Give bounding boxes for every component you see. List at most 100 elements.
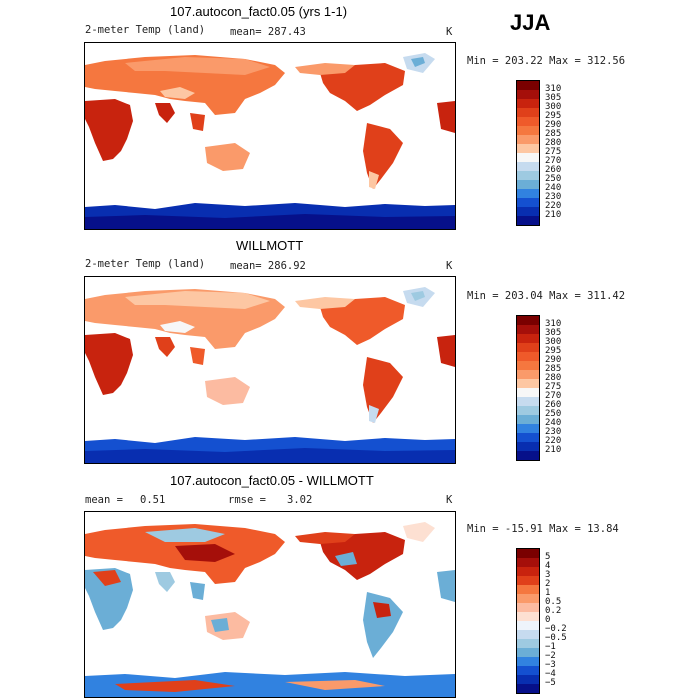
south-asia-region: [155, 103, 175, 123]
greenland-region: [403, 522, 435, 542]
colorbar-swatch: [517, 442, 539, 451]
colorbar-label: 290: [545, 119, 562, 130]
north-america-region: [320, 297, 405, 345]
colorbar-swatch: [517, 180, 539, 189]
se-asia-region: [190, 113, 205, 131]
colorbar-swatch: [517, 171, 539, 180]
colorbar-swatch: [517, 657, 539, 666]
africa-region: [85, 99, 133, 161]
south-america-region: [363, 123, 403, 189]
alaska-canada-region: [295, 63, 355, 75]
colorbar-label: 4: [545, 560, 551, 571]
colorbar-swatch: [517, 549, 539, 558]
panel3-title: 107.autocon_fact0.05 - WILLMOTT: [170, 473, 374, 488]
colorbar-label: 285: [545, 363, 562, 374]
w-europe-edge-region: [437, 335, 455, 367]
colorbar-swatch: [517, 90, 539, 99]
north-america-cool-patch: [335, 552, 357, 566]
colorbar-label: 290: [545, 354, 562, 365]
colorbar-swatch: [517, 567, 539, 576]
colorbar-swatch: [517, 198, 539, 207]
colorbar-swatch: [517, 451, 539, 460]
colorbar-label: 260: [545, 164, 562, 175]
colorbar-swatch: [517, 379, 539, 388]
colorbar-swatch: [517, 433, 539, 442]
panel2-map-svg: [85, 287, 455, 463]
colorbar-label: 0: [545, 614, 551, 625]
colorbar-swatch: [517, 558, 539, 567]
panel3-mean-value: 0.51: [140, 494, 166, 506]
colorbar-swatch: [517, 630, 539, 639]
w-europe-edge-region: [437, 101, 455, 133]
panel1-colorbar: [516, 80, 540, 226]
colorbar-swatch: [517, 162, 539, 171]
colorbar-swatch: [517, 612, 539, 621]
panel3-mean-label: mean =: [85, 494, 123, 506]
colorbar-swatch: [517, 81, 539, 90]
panel3-rmse-label: rmse =: [228, 494, 266, 506]
colorbar-label: 270: [545, 155, 562, 166]
colorbar-label: 230: [545, 426, 562, 437]
colorbar-label: 230: [545, 191, 562, 202]
colorbar-swatch: [517, 406, 539, 415]
panel2-map: [84, 276, 456, 464]
panel1-minmax: Min = 203.22 Max = 312.56: [467, 55, 626, 67]
panel3-rmse-value: 3.02: [287, 494, 313, 506]
panel2-mean: mean= 286.92: [230, 260, 306, 272]
panel2-colorbar-swatches: [517, 316, 539, 460]
north-america-region: [320, 63, 405, 111]
colorbar-swatch: [517, 207, 539, 216]
panel1-map: [84, 42, 456, 230]
colorbar-label: −4: [545, 668, 556, 679]
panel2-unit: K: [446, 260, 453, 272]
colorbar-swatch: [517, 144, 539, 153]
south-america-region: [363, 592, 403, 658]
colorbar-label: 240: [545, 182, 562, 193]
colorbar-swatch: [517, 675, 539, 684]
colorbar-swatch: [517, 334, 539, 343]
colorbar-label: 0.5: [545, 596, 562, 607]
colorbar-label: 305: [545, 92, 562, 103]
panel3-map: [84, 511, 456, 698]
panel3-colorbar-swatches: [517, 549, 539, 693]
colorbar-swatch: [517, 117, 539, 126]
north-america-region: [320, 532, 405, 580]
central-asia-warm-patch: [175, 544, 235, 562]
colorbar-swatch: [517, 585, 539, 594]
panel1-map-svg: [85, 53, 455, 229]
colorbar-label: 5: [545, 551, 551, 562]
panel1-mean: mean= 287.43: [230, 26, 306, 38]
antarctica-interior: [85, 448, 455, 463]
panel3-colorbar: [516, 548, 540, 694]
antarctica-interior: [85, 214, 455, 229]
colorbar-label: −3: [545, 659, 556, 670]
panel1-colorbar-swatches: [517, 81, 539, 225]
colorbar-label: 250: [545, 173, 562, 184]
colorbar-swatch: [517, 99, 539, 108]
colorbar-label: −1: [545, 641, 556, 652]
panel2-title: WILLMOTT: [236, 238, 304, 253]
colorbar-label: 270: [545, 390, 562, 401]
colorbar-swatch: [517, 576, 539, 585]
greenland-interior: [411, 57, 425, 67]
colorbar-label: 275: [545, 146, 562, 157]
colorbar-swatch: [517, 684, 539, 693]
colorbar-label: 310: [545, 83, 562, 94]
colorbar-label: 300: [545, 336, 562, 347]
se-asia-region: [190, 582, 205, 600]
colorbar-swatch: [517, 352, 539, 361]
colorbar-swatch: [517, 135, 539, 144]
antarctica-warm-patch: [115, 680, 235, 692]
south-asia-region: [155, 572, 175, 592]
colorbar-label: 260: [545, 399, 562, 410]
south-america-warm-patch: [373, 602, 391, 618]
colorbar-label: 280: [545, 372, 562, 383]
colorbar-swatch: [517, 666, 539, 675]
colorbar-label: 240: [545, 417, 562, 428]
australia-cool-patch: [211, 618, 229, 632]
colorbar-swatch: [517, 594, 539, 603]
patagonia-region: [369, 405, 379, 423]
colorbar-swatch: [517, 648, 539, 657]
colorbar-label: 305: [545, 327, 562, 338]
africa-warm-patch: [93, 570, 121, 586]
